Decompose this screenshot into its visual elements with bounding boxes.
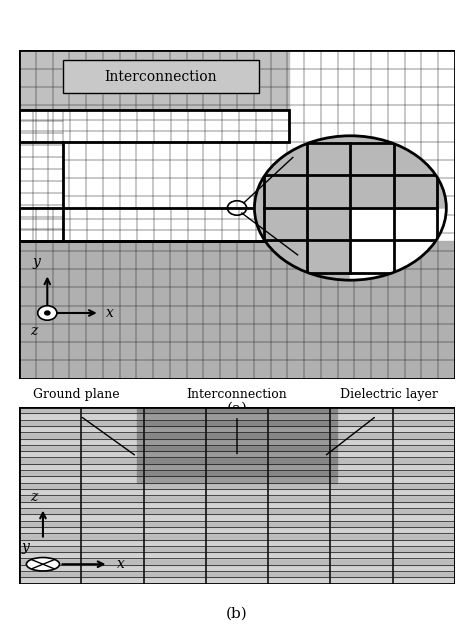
Text: Interconnection: Interconnection — [187, 387, 287, 401]
Bar — [137, 407, 337, 413]
Bar — [19, 413, 455, 420]
Circle shape — [255, 136, 447, 280]
Bar — [19, 540, 455, 546]
Bar — [19, 470, 455, 476]
Bar — [19, 577, 455, 584]
Bar — [19, 508, 455, 514]
Bar — [19, 420, 455, 426]
Bar — [19, 489, 455, 495]
Bar — [19, 527, 455, 533]
Bar — [137, 445, 337, 451]
Bar — [19, 439, 455, 445]
Bar — [19, 571, 455, 577]
Bar — [19, 565, 455, 571]
Bar — [19, 464, 455, 470]
Bar — [19, 514, 455, 521]
Circle shape — [255, 136, 447, 280]
Circle shape — [45, 311, 50, 315]
Bar — [19, 208, 289, 241]
Bar — [19, 241, 455, 379]
Bar — [19, 521, 455, 527]
Bar — [137, 476, 337, 483]
Wedge shape — [255, 136, 350, 280]
Bar — [19, 533, 455, 540]
Text: (a): (a) — [227, 401, 247, 416]
Bar — [19, 50, 289, 143]
Text: Interconnection: Interconnection — [104, 70, 217, 84]
Bar — [19, 432, 455, 439]
Bar — [19, 495, 455, 502]
Bar — [19, 208, 289, 241]
Text: Dielectric layer: Dielectric layer — [340, 387, 438, 401]
Circle shape — [38, 306, 57, 320]
Wedge shape — [350, 136, 447, 280]
Bar — [19, 407, 455, 413]
Bar — [137, 457, 337, 464]
Text: z: z — [31, 490, 38, 504]
Bar — [137, 451, 337, 457]
Text: x: x — [106, 306, 114, 320]
Text: Ground plane: Ground plane — [33, 387, 119, 401]
Bar — [19, 502, 455, 508]
Bar — [137, 432, 337, 439]
Bar — [137, 426, 337, 432]
Bar — [19, 552, 455, 558]
Text: (b): (b) — [226, 606, 248, 621]
Bar — [19, 546, 455, 552]
Bar — [19, 110, 289, 143]
Text: z: z — [31, 324, 38, 338]
Bar — [19, 445, 455, 451]
Bar — [137, 420, 337, 426]
Bar — [63, 61, 259, 93]
Bar — [19, 476, 455, 483]
Bar — [137, 413, 337, 420]
Text: x: x — [117, 557, 125, 571]
Bar — [19, 483, 455, 489]
Bar — [137, 439, 337, 445]
Bar — [19, 110, 63, 241]
Bar — [19, 426, 455, 432]
Text: y: y — [21, 540, 29, 553]
Text: y: y — [32, 255, 40, 269]
Bar — [19, 451, 455, 457]
Bar — [19, 457, 455, 464]
Wedge shape — [255, 136, 447, 208]
Bar — [137, 464, 337, 470]
Bar — [63, 61, 259, 93]
Bar — [137, 470, 337, 476]
Bar — [19, 558, 455, 565]
Bar — [19, 110, 289, 143]
Circle shape — [27, 558, 60, 571]
